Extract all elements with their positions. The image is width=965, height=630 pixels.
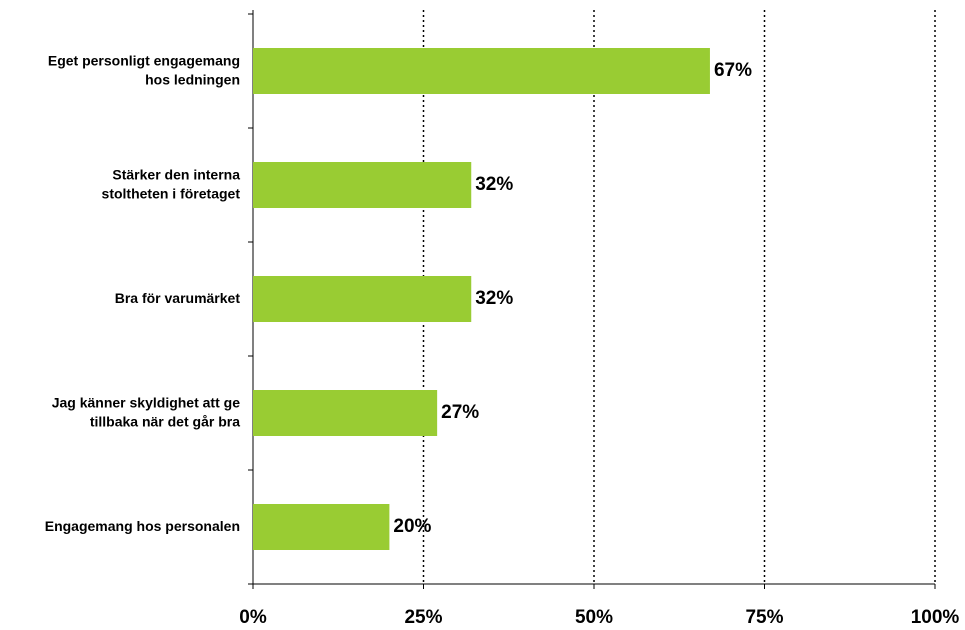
value-label: 32% [475, 174, 513, 195]
value-label: 67% [714, 60, 752, 81]
bar [253, 390, 438, 436]
category-label: Bra för varumärket [115, 290, 241, 306]
bar [253, 504, 390, 550]
category-line: tillbaka när det går bra [90, 413, 240, 429]
x-tick-label: 100% [911, 607, 960, 628]
x-tick-label: 25% [404, 607, 442, 628]
x-tick-label: 75% [745, 607, 783, 628]
category-line: Eget personligt engagemang [48, 52, 240, 68]
category-line: stoltheten i företaget [102, 185, 241, 201]
bar [253, 48, 710, 94]
category-label: Eget personligt engagemang hos ledningen [48, 52, 240, 87]
category-label: Stärker den interna stoltheten i företage… [102, 166, 241, 201]
value-label: 32% [475, 288, 513, 309]
category-line: Jag känner skyldighet att ge [52, 394, 240, 410]
value-label: 27% [441, 402, 479, 423]
category-label: Jag känner skyldighet att ge tillbaka när… [52, 394, 240, 429]
x-tick-label: 0% [239, 607, 267, 628]
x-tick-label: 50% [575, 607, 613, 628]
category-line: hos ledningen [145, 71, 240, 87]
value-label: 20% [393, 516, 431, 537]
category-line: Stärker den interna [112, 166, 240, 182]
bar [253, 276, 472, 322]
category-line: Bra för varumärket [115, 290, 241, 306]
category-label: Engagemang hos personalen [45, 518, 240, 534]
bar [253, 162, 472, 208]
category-line: Engagemang hos personalen [45, 518, 240, 534]
